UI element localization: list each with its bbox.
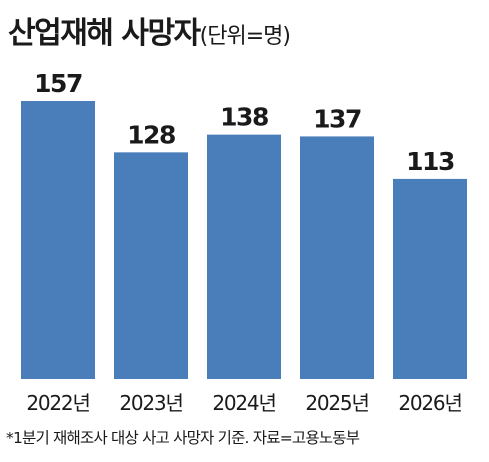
value-label-5: 113 [406, 147, 454, 176]
category-label-4: 2025년 [305, 391, 368, 415]
value-label-3: 138 [220, 103, 268, 132]
chart-title-row: 산업재해 사망자(단위=명) [8, 8, 291, 52]
bar-4 [300, 136, 374, 379]
bar-1 [21, 101, 95, 379]
category-label-2: 2023년 [119, 391, 182, 415]
bar-2 [114, 152, 188, 379]
bar-5 [393, 178, 467, 379]
category-label-3: 2024년 [212, 391, 275, 415]
category-label-5: 2026년 [398, 391, 461, 415]
value-label-1: 157 [34, 69, 82, 98]
source-note: *1분기 재해조사 대상 사고 사망자 기준. 자료=고용노동부 [6, 429, 360, 447]
value-label-4: 137 [313, 104, 361, 133]
unit-label: (단위=명) [199, 24, 291, 49]
bar-3 [207, 134, 281, 379]
category-label-1: 2022년 [26, 391, 89, 415]
value-label-2: 128 [127, 120, 175, 149]
chart-title: 산업재해 사망자 [8, 16, 201, 51]
